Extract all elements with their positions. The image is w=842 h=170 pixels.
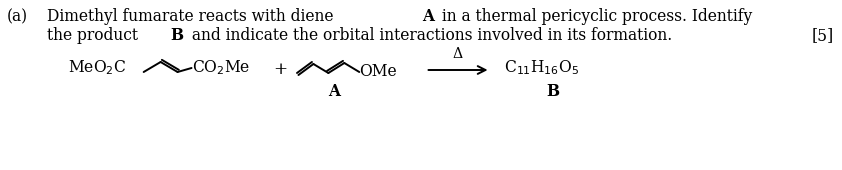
Text: MeO$_2$C: MeO$_2$C — [68, 59, 126, 77]
Text: B: B — [546, 83, 559, 100]
Text: (a): (a) — [7, 8, 28, 25]
Text: B: B — [170, 27, 184, 44]
Text: OMe: OMe — [360, 64, 397, 81]
Text: Dimethyl fumarate reacts with diene: Dimethyl fumarate reacts with diene — [47, 8, 338, 25]
Text: Δ: Δ — [453, 47, 463, 61]
Text: [5]: [5] — [812, 27, 834, 44]
Text: CO$_2$Me: CO$_2$Me — [191, 59, 250, 77]
Text: the product: the product — [47, 27, 143, 44]
Text: A: A — [422, 8, 434, 25]
Text: +: + — [274, 61, 288, 78]
Text: and indicate the orbital interactions involved in its formation.: and indicate the orbital interactions in… — [187, 27, 673, 44]
Text: A: A — [328, 83, 340, 100]
Text: C$_{11}$H$_{16}$O$_5$: C$_{11}$H$_{16}$O$_5$ — [504, 59, 579, 77]
Text: in a thermal pericyclic process. Identify: in a thermal pericyclic process. Identif… — [437, 8, 753, 25]
